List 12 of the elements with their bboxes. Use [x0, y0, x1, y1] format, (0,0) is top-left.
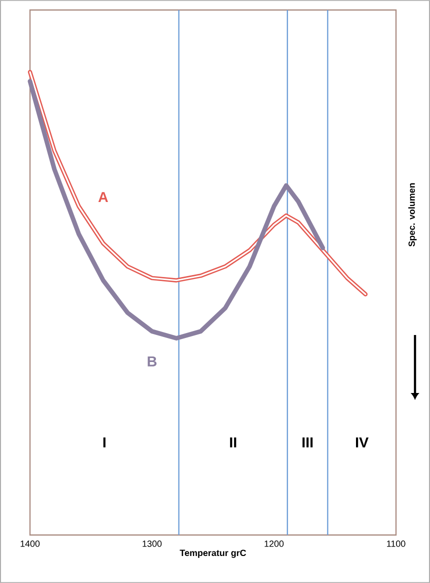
annotation: I	[103, 437, 106, 448]
x-tick-label: 1400	[20, 540, 40, 547]
y-axis-title: Spec. volumen	[408, 183, 417, 247]
x-tick-label: 1200	[264, 540, 284, 547]
x-tick-label: 1300	[142, 540, 162, 547]
series-label: A	[98, 192, 108, 202]
annotation: IV	[356, 437, 369, 448]
series-label: B	[148, 356, 157, 366]
annotation: III	[302, 437, 313, 448]
x-axis-title: Temperatur grC	[180, 550, 246, 558]
x-tick-label: 1100	[387, 540, 406, 547]
annotation: II	[230, 437, 236, 448]
